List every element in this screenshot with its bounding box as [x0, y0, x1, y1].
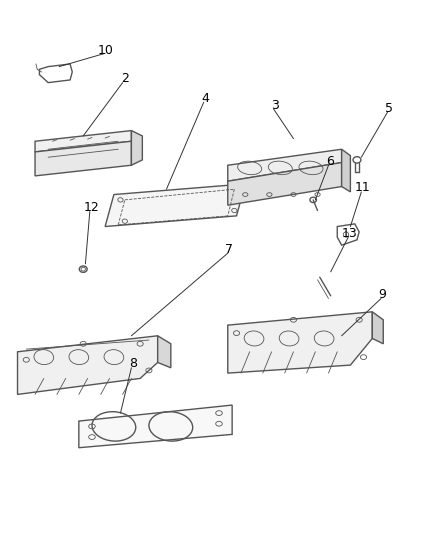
Text: 5: 5 — [385, 102, 393, 115]
Polygon shape — [228, 312, 372, 373]
Text: 10: 10 — [97, 44, 113, 57]
Text: 6: 6 — [326, 155, 334, 168]
Polygon shape — [372, 312, 383, 344]
Polygon shape — [158, 336, 171, 368]
Text: 3: 3 — [271, 99, 279, 111]
Polygon shape — [131, 131, 142, 165]
Polygon shape — [342, 149, 350, 192]
Polygon shape — [79, 405, 232, 448]
Text: 11: 11 — [355, 181, 371, 194]
Text: 9: 9 — [378, 288, 386, 301]
Text: 7: 7 — [225, 243, 233, 256]
Text: 12: 12 — [83, 201, 99, 214]
Polygon shape — [18, 336, 158, 394]
Text: 4: 4 — [201, 92, 209, 105]
Polygon shape — [105, 184, 245, 227]
Polygon shape — [228, 163, 342, 205]
Polygon shape — [35, 131, 131, 152]
Polygon shape — [228, 149, 342, 181]
Text: 8: 8 — [129, 357, 137, 370]
Text: 2: 2 — [121, 72, 129, 85]
Text: 13: 13 — [342, 227, 357, 240]
Polygon shape — [35, 141, 131, 176]
